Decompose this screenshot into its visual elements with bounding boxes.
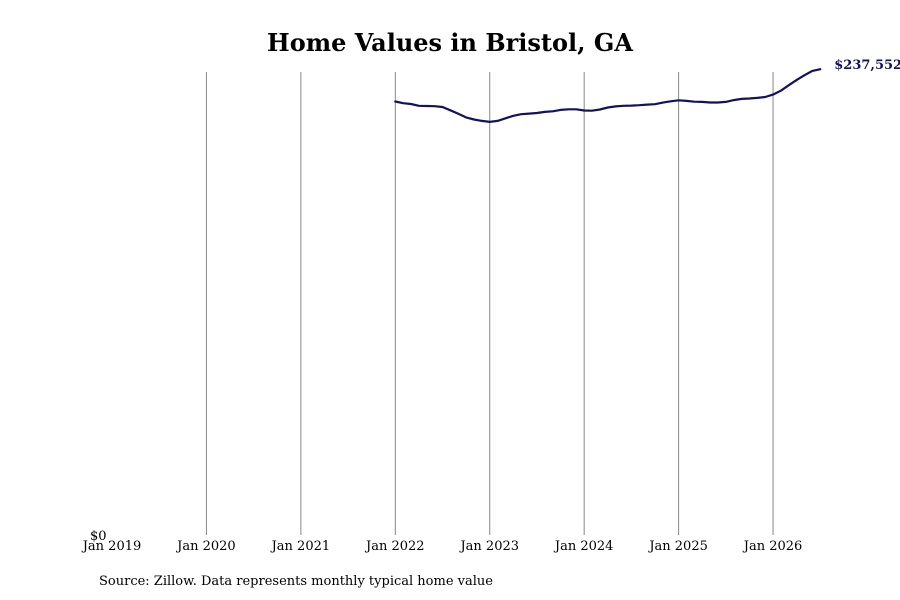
x-tick-label-2025: Jan 2025 [647,539,708,554]
chart-title: Home Values in Bristol, GA [267,28,633,57]
end-value-label: $237,552 [834,58,900,73]
grid-lines [205,72,774,535]
source-note: Source: Zillow. Data represents monthly … [99,574,493,589]
y-tick-label-zero: $0 [90,529,107,544]
x-tick-label-2023: Jan 2023 [458,539,519,554]
x-tick-label-2026: Jan 2026 [742,539,803,554]
x-tick-label-2019: Jan 2019 [81,539,142,554]
x-axis-ticks: Jan 2019 Jan 2020 Jan 2021 Jan 2022 Jan 2023… [81,539,803,554]
home-value-line [394,68,822,124]
x-tick-label-2021: Jan 2021 [270,539,331,554]
x-tick-label-2022: Jan 2022 [364,539,425,554]
series-layer [394,68,822,124]
x-tick-label-2024: Jan 2024 [553,539,614,554]
x-tick-label-2020: Jan 2020 [175,539,236,554]
